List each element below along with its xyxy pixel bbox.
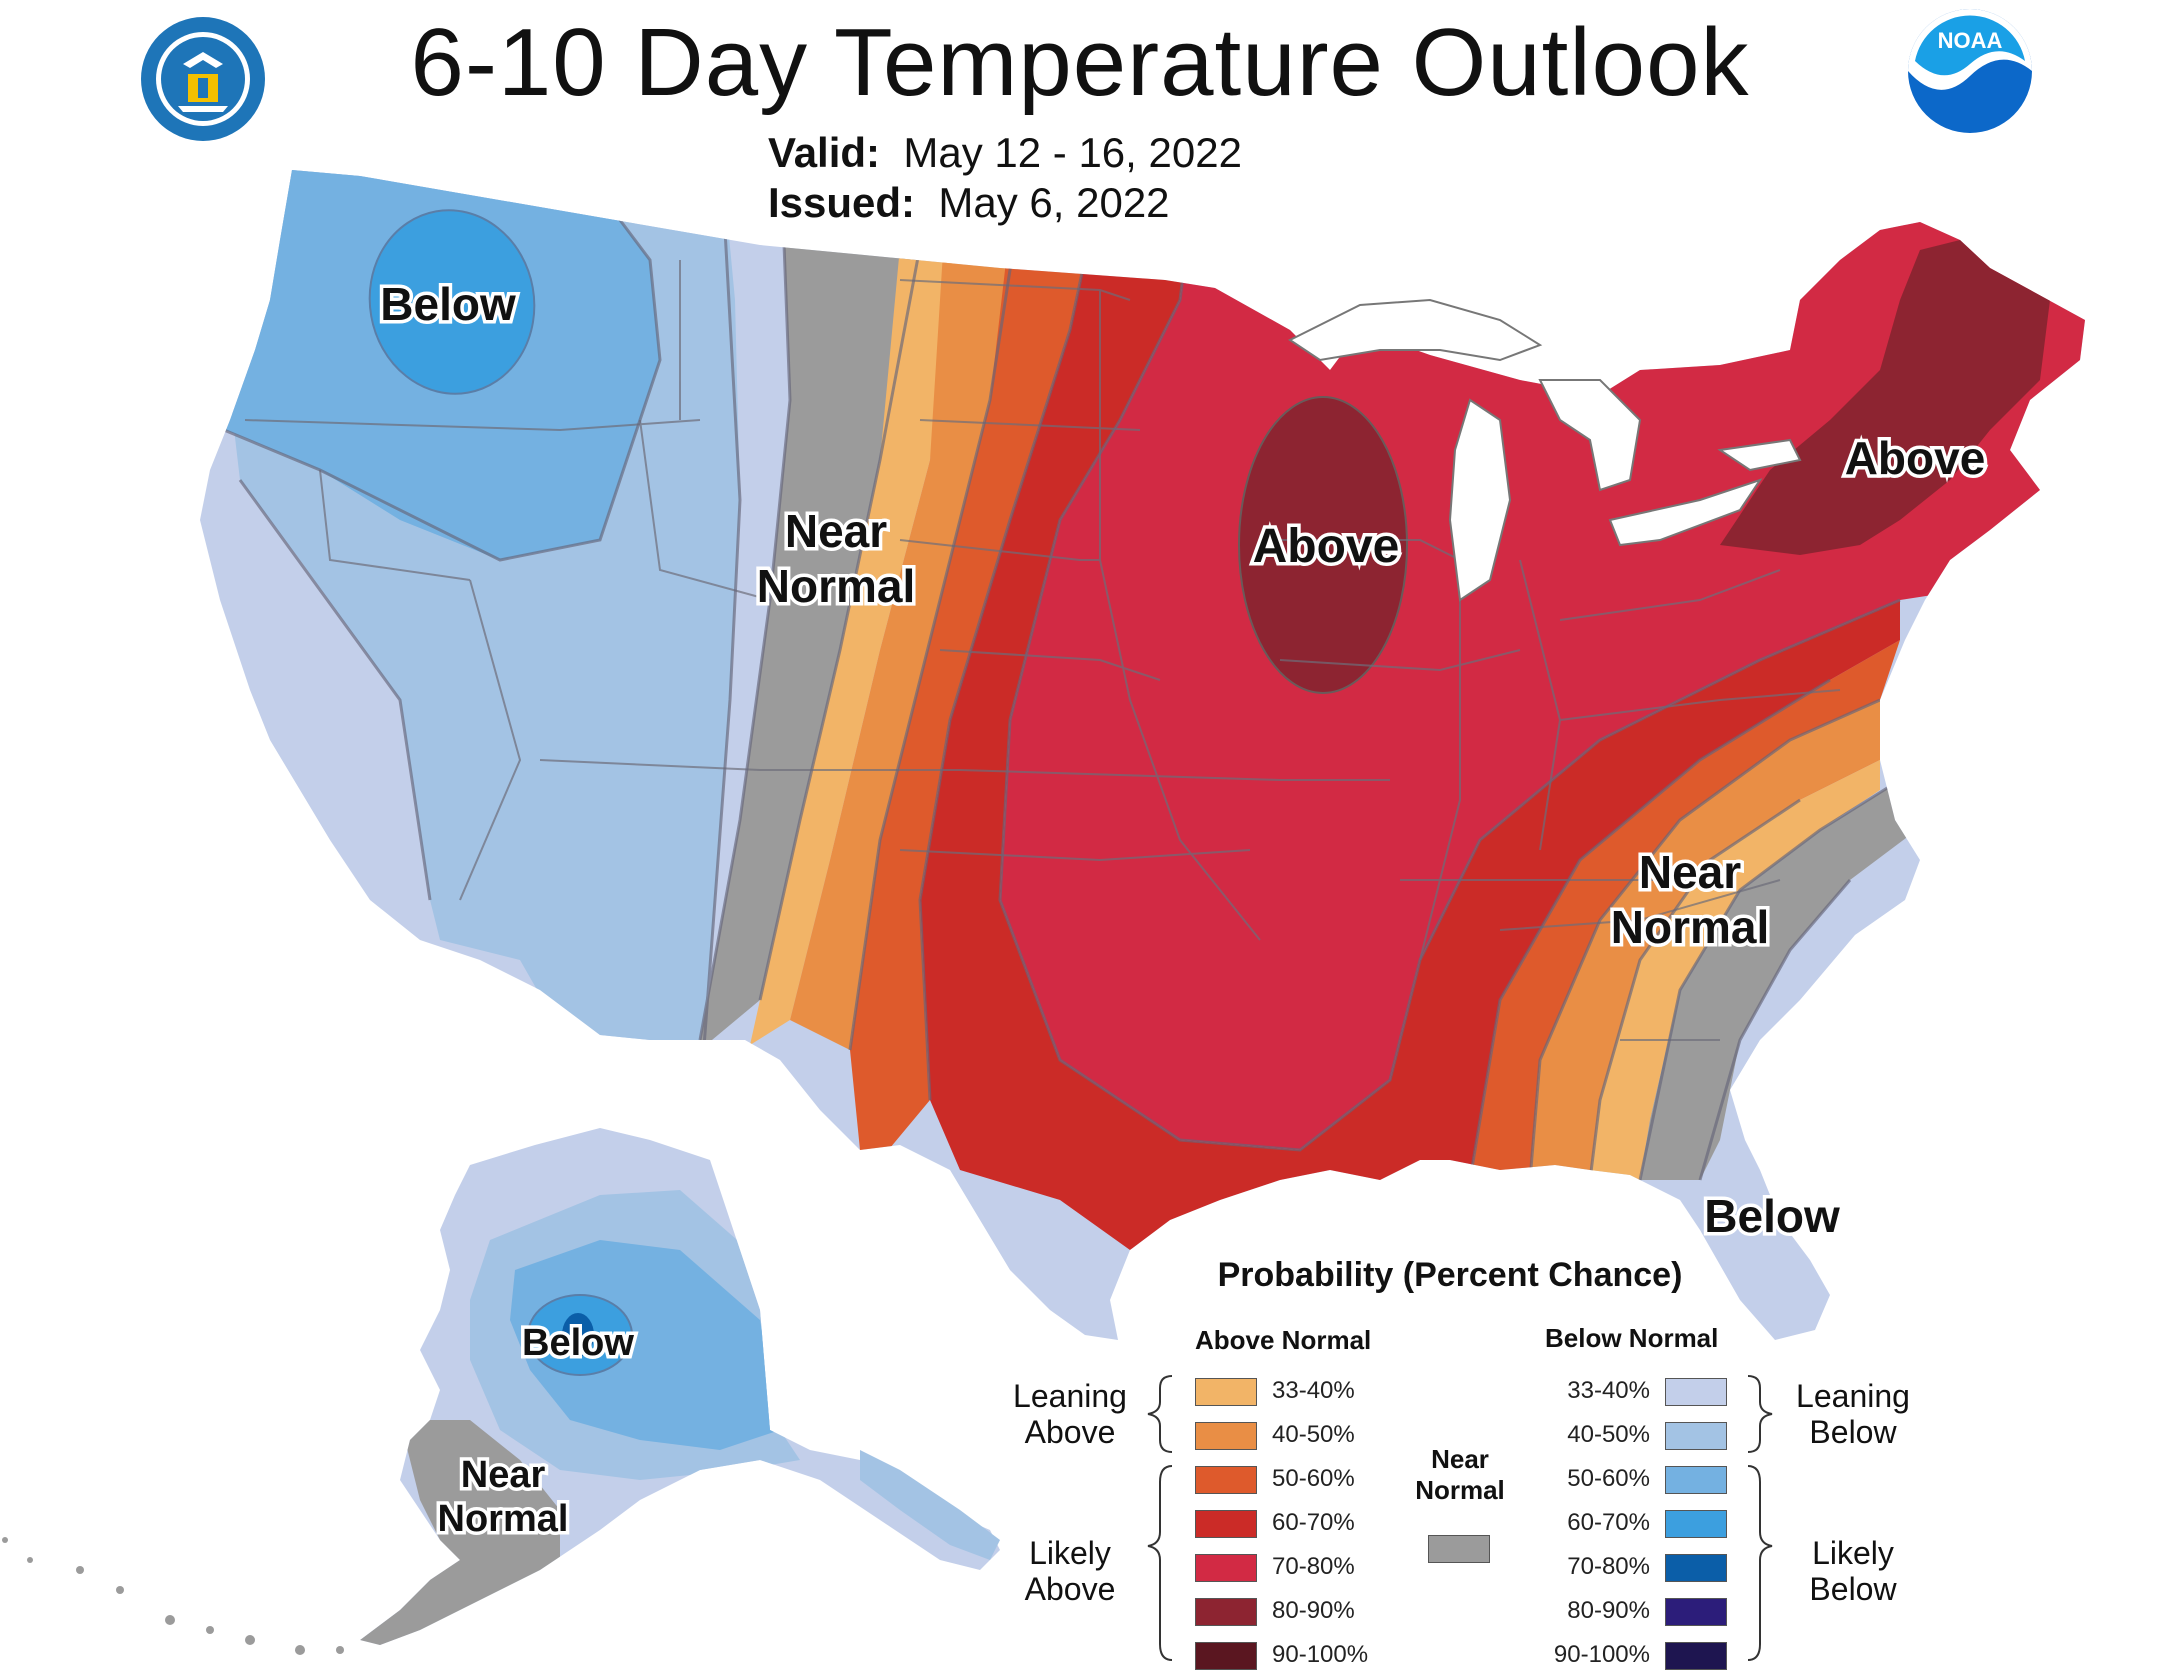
legend-near-normal-swatch: [1428, 1535, 1490, 1563]
noaa-logo-icon: NOAA: [1908, 9, 2032, 133]
legend-above-pct: 50-60%: [1272, 1465, 1355, 1492]
lake-michigan: [1448, 398, 1512, 602]
legend-above-swatch: [1195, 1510, 1257, 1538]
legend-below-pct: 40-50%: [1567, 1421, 1650, 1448]
band-above-60-70: [920, 170, 1900, 1250]
band-above-80-90-northeast: [1720, 240, 2050, 555]
lake-huron: [1538, 379, 1642, 492]
ak-band-below-50-60: [510, 1240, 780, 1450]
label-northeast-above: Above: [1845, 432, 1986, 484]
legend-above-swatch: [1195, 1466, 1257, 1494]
legend-above-header: Above Normal: [1195, 1325, 1372, 1355]
validity-dates: Valid: May 12 - 16, 2022 Issued: May 6, …: [768, 128, 1242, 228]
department-of-commerce-seal-icon: [141, 17, 265, 141]
legend-below-swatch: [1665, 1378, 1727, 1406]
band-above-50-60-west: [850, 170, 1110, 1160]
noaa-logo-text: NOAA: [1938, 28, 2003, 53]
issued-value: May 6, 2022: [938, 179, 1170, 226]
band-above-40-50: [790, 170, 1030, 1050]
band-near-normal-southeast: [1640, 780, 1930, 1180]
page-title: 6-10 Day Temperature Outlook: [410, 9, 1750, 116]
legend-above-swatch: [1195, 1554, 1257, 1582]
lake-erie: [1608, 478, 1763, 547]
label-alaska-below: Below: [522, 1322, 634, 1364]
band-above-50-60-southeast: [1470, 640, 1900, 1180]
band-near-normal-plains: [700, 170, 940, 1050]
legend-above-swatch: [1195, 1422, 1257, 1450]
legend-above-braces: [1147, 1375, 1173, 1661]
aleutian-islands: [2, 1537, 344, 1655]
band-above-40-50-southeast: [1530, 700, 1880, 1180]
legend-below-swatch: [1665, 1598, 1727, 1626]
legend-below-pct: 50-60%: [1567, 1465, 1650, 1492]
lake-superior: [1288, 298, 1543, 362]
legend-above-swatch: [1195, 1642, 1257, 1670]
valid-value: May 12 - 16, 2022: [903, 129, 1242, 176]
legend-leaning-above: Leaning Above: [1013, 1378, 1127, 1450]
legend-above-pct: 40-50%: [1272, 1421, 1355, 1448]
legend-above-swatch: [1195, 1598, 1257, 1626]
alaska-probability-bands: [360, 1128, 1000, 1645]
legend-below-pct: 80-90%: [1567, 1597, 1650, 1624]
label-southeast-near: Near: [1639, 846, 1741, 898]
legend-below-swatch: [1665, 1554, 1727, 1582]
band-above-33-40: [750, 170, 970, 1045]
legend-below-swatch: [1665, 1422, 1727, 1450]
legend-below-swatch: [1665, 1510, 1727, 1538]
legend-below-swatch: [1665, 1642, 1727, 1670]
legend-likely-below: Likely Below: [1809, 1535, 1897, 1607]
legend-above-pct: 90-100%: [1272, 1641, 1369, 1668]
issued-label: Issued:: [768, 179, 916, 226]
legend-above-pct: 33-40%: [1272, 1377, 1355, 1404]
label-florida-below: Below: [1704, 1190, 1840, 1242]
label-southeast-normal: Normal: [1611, 901, 1769, 953]
legend-below-pct: 70-80%: [1567, 1553, 1650, 1580]
legend-near-normal-label: Near Normal: [1415, 1444, 1505, 1505]
label-alaska-near: Near: [461, 1454, 546, 1496]
legend-likely-above: Likely Above: [1024, 1535, 1116, 1607]
legend-leaning-below: Leaning Below: [1796, 1378, 1910, 1450]
label-midwest-above: Above: [1253, 520, 1400, 573]
legend-title: Probability (Percent Chance): [1217, 1256, 1683, 1294]
legend-above-swatch: [1195, 1378, 1257, 1406]
legend-above-pct: 80-90%: [1272, 1597, 1355, 1624]
band-below-60-70: [368, 209, 536, 395]
great-lakes: [1288, 298, 1802, 602]
legend-above-pct: 70-80%: [1272, 1553, 1355, 1580]
lake-ontario: [1717, 438, 1802, 472]
label-northwest-below: Below: [380, 278, 516, 330]
legend-below-braces: [1747, 1375, 1773, 1661]
valid-label: Valid:: [768, 129, 881, 176]
conus-probability-bands: [200, 170, 2085, 1340]
band-above-80-90-midwest: [1238, 396, 1408, 694]
legend-below-header: Below Normal: [1545, 1323, 1719, 1353]
legend-below-pct: 33-40%: [1567, 1377, 1650, 1404]
legend-below-pct: 90-100%: [1553, 1641, 1650, 1668]
legend-below-swatch: [1665, 1466, 1727, 1494]
label-plains-near: Near: [785, 505, 887, 557]
southeast-alaska-panhandle: [860, 1450, 1000, 1560]
legend-below-pct: 60-70%: [1567, 1509, 1650, 1536]
label-plains-normal: Normal: [757, 560, 915, 612]
label-alaska-normal: Normal: [438, 1498, 569, 1540]
ak-band-below-70-80: [562, 1313, 594, 1357]
legend-above-pct: 60-70%: [1272, 1509, 1355, 1536]
